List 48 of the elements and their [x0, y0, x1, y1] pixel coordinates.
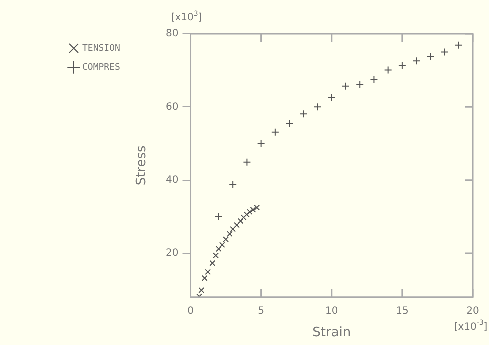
point: [216, 246, 222, 252]
x-tick-label: 10: [326, 306, 338, 317]
point: [300, 110, 308, 118]
point: [243, 158, 252, 166]
x-tick-label: 0: [188, 306, 194, 317]
point: [198, 287, 205, 294]
point: [250, 206, 256, 213]
point: [454, 41, 463, 50]
point: [202, 275, 208, 282]
legend-label: COMPRES: [82, 62, 120, 73]
point: [271, 128, 280, 136]
point: [223, 236, 230, 243]
point: [234, 222, 240, 228]
point: [214, 212, 223, 221]
point: [230, 226, 236, 232]
point: [370, 76, 378, 84]
point: [257, 140, 266, 148]
point: [356, 80, 364, 88]
point: [286, 120, 294, 128]
x-tick-label: 5: [258, 306, 265, 317]
point: [219, 242, 226, 248]
point: [254, 204, 260, 211]
point: [314, 103, 322, 112]
y-tick-label: 60: [166, 102, 179, 113]
point: [213, 252, 219, 259]
point: [342, 82, 350, 90]
point: [247, 209, 253, 216]
point: [384, 66, 392, 74]
y-tick-label: 20: [166, 248, 179, 260]
point: [205, 269, 212, 276]
point: [229, 180, 238, 189]
x-tick-label: 20: [466, 306, 480, 317]
y-tick-label: 80: [166, 28, 179, 40]
point: [328, 94, 336, 102]
point: [244, 212, 250, 218]
x-axis-title: Strain: [312, 326, 352, 341]
legend-label: TENSION: [82, 44, 120, 54]
x-tick-label: 15: [396, 306, 409, 317]
point: [210, 260, 216, 266]
point: [412, 57, 421, 66]
y-axis-title: Stress: [134, 145, 150, 186]
point: [440, 48, 449, 56]
point: [238, 218, 244, 224]
y-tick-label: 40: [166, 174, 179, 186]
point: [227, 231, 233, 238]
point: [240, 214, 247, 221]
point: [426, 52, 435, 61]
point: [398, 62, 406, 70]
